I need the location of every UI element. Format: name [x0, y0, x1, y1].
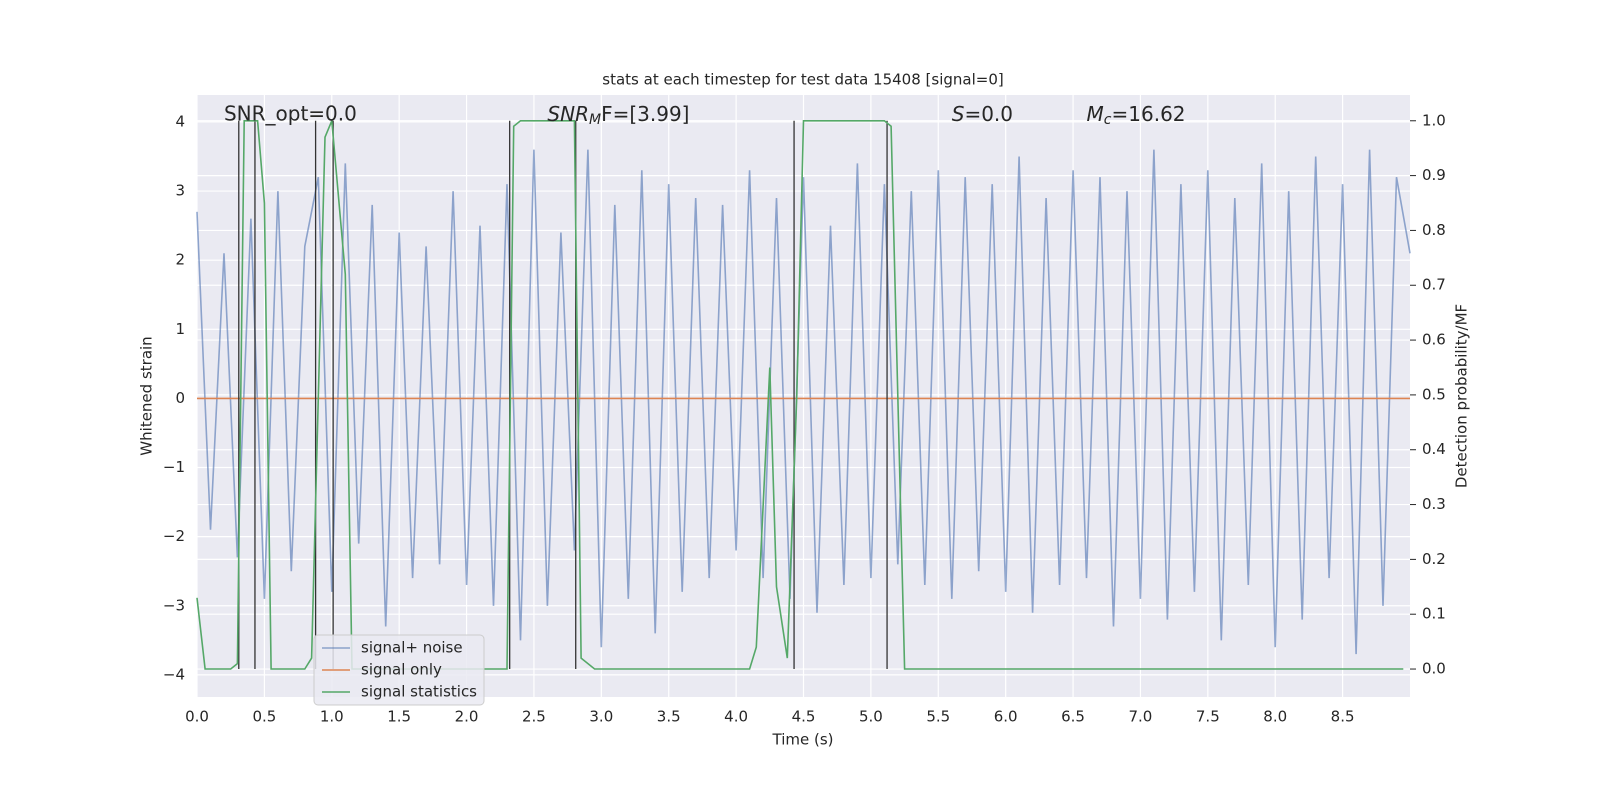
x-tick-label: 8.5 — [1331, 708, 1355, 726]
annotation: SNRMF=[3.99] — [547, 102, 689, 129]
x-axis-label: Time (s) — [772, 731, 834, 749]
annotation: Mc=16.62 — [1087, 102, 1186, 129]
legend-label: signal+ noise — [361, 639, 463, 657]
annotation-rest: F=[3.99] — [601, 102, 689, 126]
y2-axis-label: Detection probability/MF — [1453, 304, 1471, 488]
y-tick-label: 4 — [175, 112, 185, 130]
y-tick-label: −3 — [163, 596, 185, 614]
x-tick-label: 5.0 — [859, 708, 883, 726]
annotation-sub: M — [589, 112, 601, 128]
y-tick-label: 3 — [175, 182, 185, 200]
x-tick-label: 3.0 — [589, 708, 613, 726]
y2-tick-label: 0.2 — [1422, 550, 1446, 568]
x-tick-label: 2.0 — [455, 708, 479, 726]
legend-label: signal statistics — [361, 683, 477, 701]
x-tick-label: 1.0 — [320, 708, 344, 726]
y2-tick-label: 0.8 — [1422, 221, 1446, 239]
annotation-base: SNR — [547, 102, 589, 126]
x-tick-label: 4.5 — [792, 708, 816, 726]
y2-tick-label: 1.0 — [1422, 111, 1446, 129]
y2-tick-label: 0.7 — [1422, 276, 1446, 294]
x-tick-label: 4.0 — [724, 708, 748, 726]
y-tick-label: −4 — [163, 665, 185, 683]
x-tick-label: 2.5 — [522, 708, 546, 726]
series-line — [196, 120, 1404, 670]
x-tick-label: 1.5 — [387, 708, 411, 726]
x-tick-label: 5.5 — [926, 708, 950, 726]
y-tick-label: 1 — [175, 320, 185, 338]
y2-tick-label: 0.6 — [1422, 331, 1446, 349]
y2-tick-label: 0.0 — [1422, 660, 1446, 678]
y-tick-label: −1 — [163, 458, 185, 476]
y2-tick-label: 0.3 — [1422, 495, 1446, 513]
y2-tick-label: 0.1 — [1422, 605, 1446, 623]
annotation-base: M — [1087, 102, 1104, 126]
legend-label: signal only — [361, 661, 442, 679]
y-tick-label: 0 — [175, 389, 185, 407]
x-tick-label: 0.0 — [185, 708, 209, 726]
annotation: SNR_opt=0.0 — [224, 102, 357, 126]
x-tick-label: 6.0 — [994, 708, 1018, 726]
y-tick-label: 2 — [175, 251, 185, 269]
annotation-rest: =16.62 — [1112, 102, 1186, 126]
y-axis-label: Whitened strain — [138, 336, 156, 455]
y2-tick-label: 0.9 — [1422, 166, 1446, 184]
x-tick-label: 6.5 — [1061, 708, 1085, 726]
series-line — [196, 149, 1411, 655]
legend-box — [313, 634, 485, 706]
annotation-base: S — [952, 102, 965, 126]
x-tick-label: 8.0 — [1263, 708, 1287, 726]
annotation: S=0.0 — [952, 102, 1013, 126]
annotation-rest: =0.0 — [964, 102, 1013, 126]
x-tick-label: 7.5 — [1196, 708, 1220, 726]
y2-tick-label: 0.5 — [1422, 385, 1446, 403]
chart-title: stats at each timestep for test data 154… — [602, 71, 1003, 89]
x-tick-label: 0.5 — [252, 708, 276, 726]
annotation-sub: c — [1104, 112, 1112, 128]
y2-tick-label: 0.4 — [1422, 440, 1446, 458]
x-tick-label: 7.0 — [1129, 708, 1153, 726]
y-tick-label: −2 — [163, 527, 185, 545]
x-tick-label: 3.5 — [657, 708, 681, 726]
